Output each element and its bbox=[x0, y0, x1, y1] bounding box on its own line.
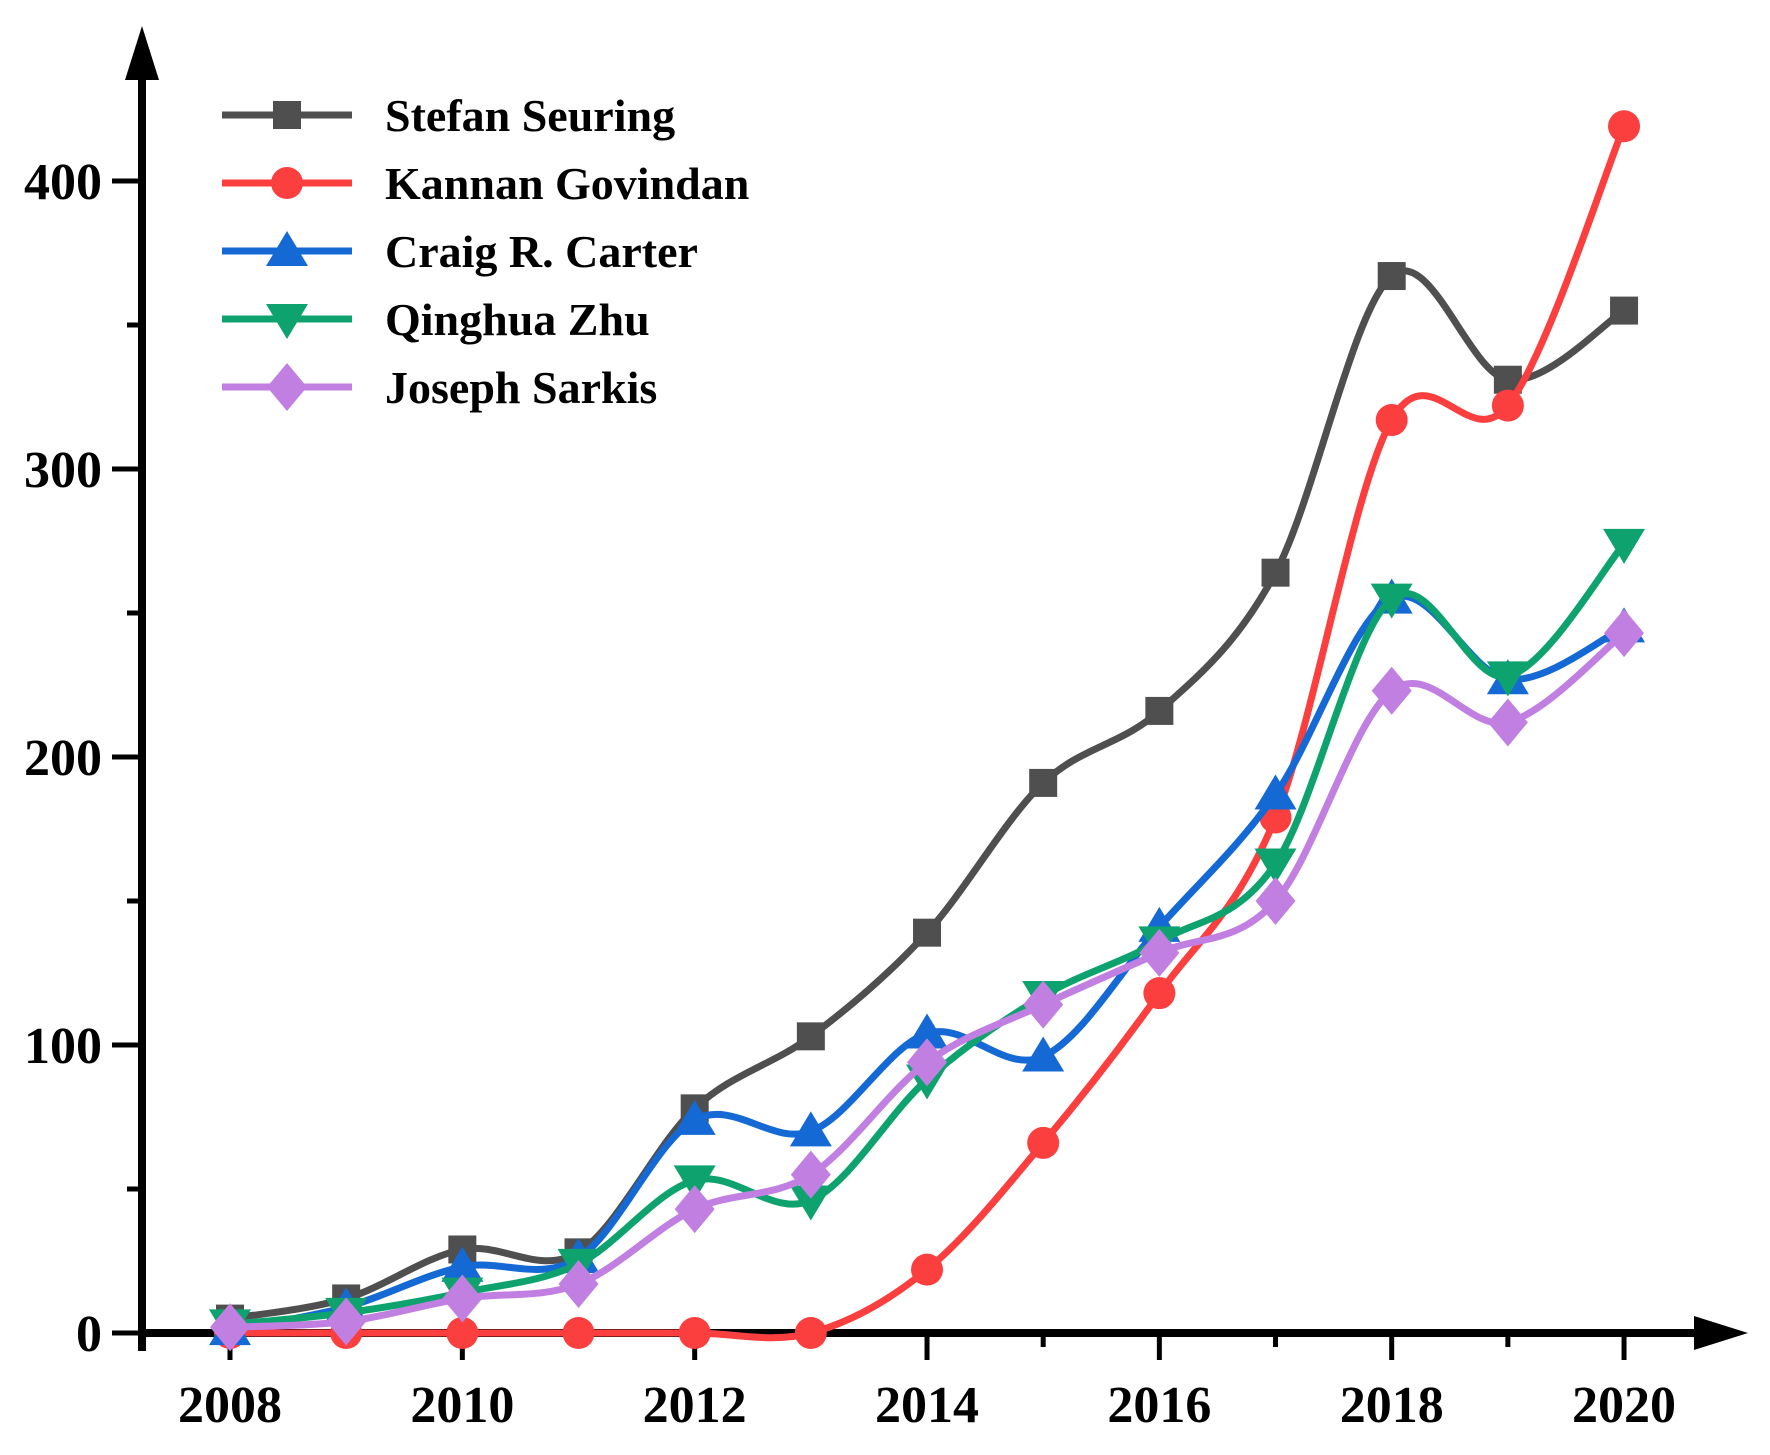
x-axis-arrow bbox=[1694, 1316, 1748, 1350]
legend-label: Joseph Sarkis bbox=[385, 362, 657, 413]
data-point-marker-stefan-seuring bbox=[1610, 296, 1639, 325]
axes: 0 100 200 300 400 2008 2010 2012 2014 2016 2018 202… bbox=[24, 26, 1748, 1434]
data-point-marker-stefan-seuring bbox=[796, 1022, 825, 1051]
x-tick-label: 2008 bbox=[178, 1377, 282, 1434]
data-point-marker-joseph-sarkis bbox=[907, 1038, 948, 1087]
data-point-marker-qinghua-zhu bbox=[1603, 528, 1646, 564]
x-tick-label: 2018 bbox=[1340, 1377, 1444, 1434]
data-point-marker-kannan-govindan bbox=[1027, 1126, 1060, 1159]
data-point-marker-joseph-sarkis bbox=[790, 1150, 831, 1199]
x-tick-label: 2010 bbox=[410, 1377, 514, 1434]
y-axis-arrow bbox=[125, 26, 159, 80]
y-tick-label: 400 bbox=[24, 154, 102, 211]
data-point-marker-joseph-sarkis bbox=[1023, 980, 1064, 1029]
data-point-marker-craig-r-carter bbox=[906, 1013, 949, 1049]
data-point-marker-joseph-sarkis bbox=[1255, 877, 1296, 925]
legend: Stefan Seuring Kannan Govindan Craig R. Ca… bbox=[222, 90, 749, 413]
x-tick-label: 2014 bbox=[875, 1377, 979, 1434]
data-point-marker-kannan-govindan bbox=[1491, 389, 1524, 422]
data-point-marker-craig-r-carter bbox=[673, 1099, 716, 1135]
data-point-marker-stefan-seuring bbox=[1029, 768, 1058, 797]
data-point-marker-kannan-govindan bbox=[562, 1317, 595, 1349]
data-point-marker-qinghua-zhu bbox=[1486, 661, 1529, 697]
x-tick-label: 2012 bbox=[643, 1377, 747, 1434]
legend-marker-square-icon bbox=[273, 101, 301, 129]
data-point-marker-joseph-sarkis bbox=[1371, 666, 1412, 715]
data-point-marker-craig-r-carter bbox=[441, 1246, 484, 1282]
legend-label: Kannan Govindan bbox=[385, 158, 749, 209]
series-line-joseph-sarkis bbox=[226, 629, 1628, 1331]
legend-marker-triangle-down-icon bbox=[266, 304, 308, 339]
legend-label: Stefan Seuring bbox=[385, 90, 675, 141]
data-point-marker-craig-r-carter bbox=[789, 1111, 832, 1147]
data-point-marker-joseph-sarkis bbox=[1487, 698, 1528, 747]
y-tick-label: 300 bbox=[24, 442, 102, 499]
data-point-marker-kannan-govindan bbox=[911, 1253, 944, 1286]
y-tick-label: 0 bbox=[76, 1306, 102, 1363]
data-point-marker-joseph-sarkis bbox=[210, 1303, 250, 1352]
data-point-marker-joseph-sarkis bbox=[1604, 609, 1645, 658]
data-point-marker-craig-r-carter bbox=[1254, 774, 1297, 810]
series-joseph-sarkis bbox=[210, 609, 1645, 1352]
data-point-marker-kannan-govindan bbox=[446, 1317, 479, 1349]
legend-item-craig-r-carter: Craig R. Carter bbox=[222, 226, 698, 277]
data-point-marker-joseph-sarkis bbox=[558, 1260, 599, 1309]
data-point-marker-joseph-sarkis bbox=[442, 1274, 483, 1323]
legend-label: Qinghua Zhu bbox=[385, 294, 650, 345]
data-point-marker-kannan-govindan bbox=[794, 1317, 827, 1349]
legend-item-kannan-govindan: Kannan Govindan bbox=[222, 158, 749, 209]
x-tick-label: 2020 bbox=[1572, 1377, 1676, 1434]
series-stefan-seuring bbox=[216, 262, 1639, 1333]
legend-marker-triangle-up-icon bbox=[266, 231, 308, 266]
series-line-craig-r-carter bbox=[226, 592, 1628, 1334]
data-point-marker-stefan-seuring bbox=[1377, 262, 1406, 291]
series-craig-r-carter bbox=[209, 578, 1646, 1346]
data-point-marker-qinghua-zhu bbox=[1370, 583, 1413, 619]
data-point-marker-kannan-govindan bbox=[1608, 110, 1641, 143]
legend-item-qinghua-zhu: Qinghua Zhu bbox=[222, 294, 650, 345]
legend-label: Craig R. Carter bbox=[385, 226, 698, 277]
data-point-marker-joseph-sarkis bbox=[674, 1185, 715, 1234]
data-point-marker-kannan-govindan bbox=[1143, 977, 1176, 1010]
data-point-marker-joseph-sarkis bbox=[1139, 928, 1180, 977]
data-point-marker-kannan-govindan bbox=[678, 1317, 711, 1349]
legend-marker-diamond-icon bbox=[267, 363, 307, 411]
series-line-stefan-seuring bbox=[226, 267, 1628, 1323]
legend-item-joseph-sarkis: Joseph Sarkis bbox=[222, 362, 657, 413]
data-point-marker-stefan-seuring bbox=[1261, 558, 1290, 587]
data-point-marker-qinghua-zhu bbox=[673, 1165, 716, 1201]
data-point-marker-stefan-seuring bbox=[913, 918, 942, 947]
data-point-marker-craig-r-carter bbox=[1022, 1036, 1065, 1072]
legend-item-stefan-seuring: Stefan Seuring bbox=[222, 90, 675, 141]
data-point-marker-qinghua-zhu bbox=[1254, 848, 1297, 884]
data-point-marker-joseph-sarkis bbox=[326, 1297, 367, 1346]
data-point-marker-qinghua-zhu bbox=[789, 1185, 832, 1221]
x-tick-label: 2016 bbox=[1107, 1377, 1211, 1434]
y-tick-label: 200 bbox=[24, 730, 102, 787]
legend-marker-circle-icon bbox=[271, 167, 303, 199]
data-point-marker-stefan-seuring bbox=[1145, 696, 1174, 725]
y-tick-label: 100 bbox=[24, 1018, 102, 1075]
data-point-marker-kannan-govindan bbox=[1375, 404, 1408, 437]
